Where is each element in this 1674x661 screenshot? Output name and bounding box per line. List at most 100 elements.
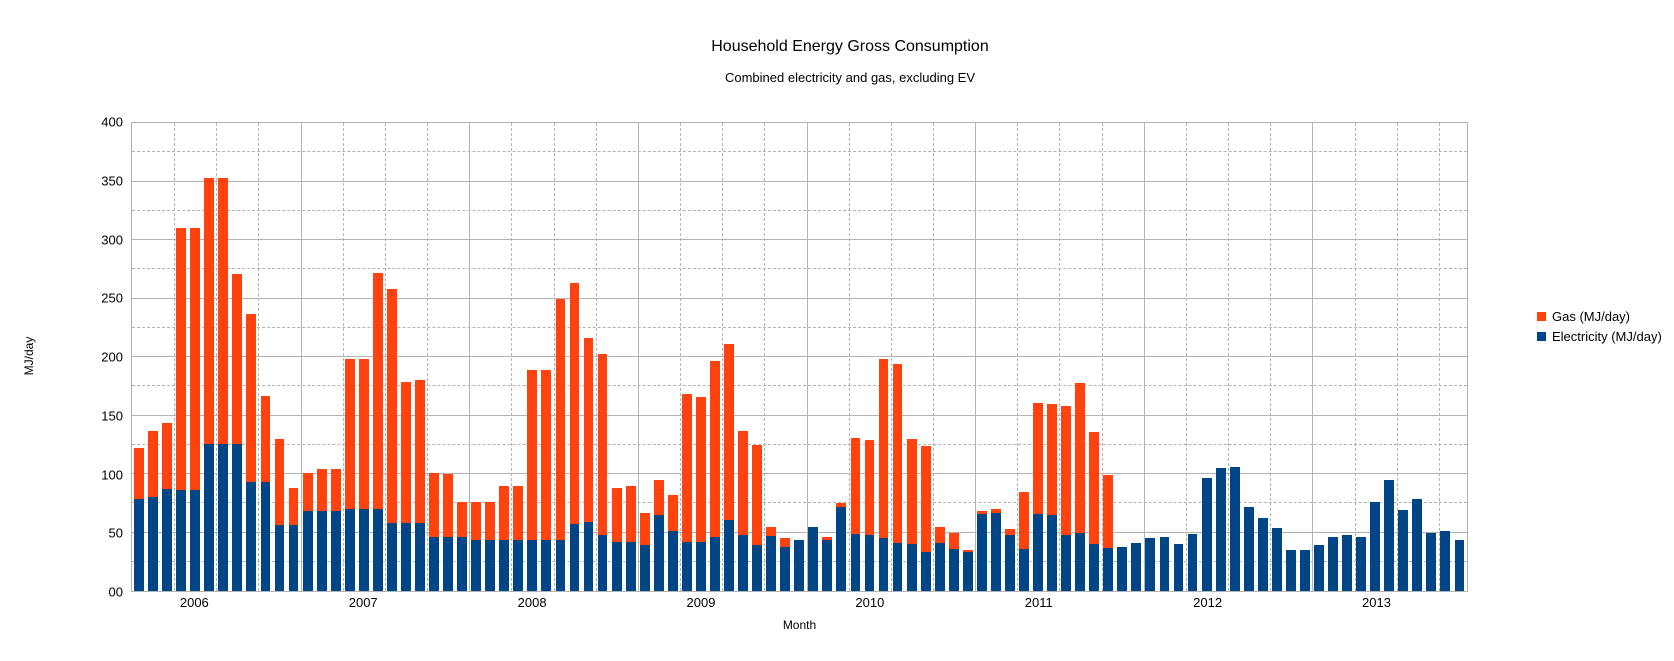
stacked-bar <box>794 123 805 591</box>
gas-segment <box>344 359 355 510</box>
electricity-segment <box>344 509 355 591</box>
bar-slot <box>132 123 146 591</box>
major-v-gridline <box>1312 123 1314 591</box>
stacked-bar <box>1089 123 1100 591</box>
gas-segment <box>822 537 833 540</box>
gas-segment <box>920 445 931 553</box>
minor-v-gridline <box>174 123 176 591</box>
minor-v-gridline <box>680 123 682 591</box>
electricity-segment <box>1300 550 1310 591</box>
minor-v-gridline <box>848 123 850 591</box>
chart-title: Household Energy Gross Consumption <box>711 38 989 55</box>
bar-slot <box>1326 123 1340 591</box>
minor-v-gridline <box>1270 123 1272 591</box>
bar-slot <box>666 123 680 591</box>
stacked-bar <box>204 123 215 591</box>
stacked-bar <box>1257 123 1268 591</box>
bar-slot <box>1045 123 1059 591</box>
gas-segment <box>892 364 903 544</box>
bar-slot <box>160 123 174 591</box>
electricity-segment <box>485 539 496 591</box>
electricity-segment <box>1103 547 1114 591</box>
stacked-bar <box>1145 123 1156 591</box>
stacked-bar <box>1285 123 1296 591</box>
y-tick-label: 100 <box>101 467 123 482</box>
electricity-segment <box>850 533 861 591</box>
stacked-bar <box>878 123 889 591</box>
bar-slot <box>750 123 764 591</box>
minor-v-gridline <box>1396 123 1398 591</box>
stacked-bar <box>1201 123 1212 591</box>
bar-slot <box>1242 123 1256 591</box>
stacked-bar <box>1033 123 1043 591</box>
electricity-segment <box>1019 548 1029 591</box>
gas-segment <box>864 440 875 535</box>
stacked-bar <box>344 123 355 591</box>
minor-v-gridline <box>553 123 555 591</box>
minor-v-gridline <box>1059 123 1061 591</box>
bar-slot <box>862 123 876 591</box>
electricity-segment <box>316 511 327 591</box>
gas-segment <box>471 502 482 540</box>
electricity-segment <box>878 538 889 591</box>
stacked-bar <box>906 123 917 591</box>
bar-slot <box>891 123 905 591</box>
electricity-segment <box>134 498 144 591</box>
electricity-segment <box>794 539 805 591</box>
bar-slot <box>1101 123 1115 591</box>
bar-slot <box>441 123 455 591</box>
electricity-segment <box>1159 537 1170 591</box>
minor-v-gridline <box>595 123 597 591</box>
bar-slot <box>469 123 483 591</box>
bars-row <box>132 123 1467 591</box>
stacked-bar <box>1328 123 1338 591</box>
electricity-segment <box>920 552 931 591</box>
x-year-label: 2009 <box>686 595 716 610</box>
stacked-bar <box>1384 123 1395 591</box>
electricity-segment <box>1412 498 1423 591</box>
bar-slot <box>1115 123 1129 591</box>
stacked-bar <box>653 123 664 591</box>
stacked-bar <box>962 123 973 591</box>
gas-segment <box>232 273 243 444</box>
electricity-segment <box>232 443 243 591</box>
bar-slot <box>736 123 750 591</box>
stacked-bar <box>162 123 173 591</box>
bar-slot <box>1157 123 1171 591</box>
stacked-bar <box>260 123 271 591</box>
stacked-bar <box>471 123 482 591</box>
bar-slot <box>708 123 722 591</box>
bar-slot <box>385 123 399 591</box>
electricity-segment <box>1061 534 1072 591</box>
electricity-segment <box>1454 539 1465 591</box>
stacked-bar <box>134 123 144 591</box>
gas-segment <box>1089 431 1100 545</box>
gas-segment <box>681 394 692 542</box>
stacked-bar <box>1061 123 1072 591</box>
electricity-series-swatch-icon <box>1537 331 1546 341</box>
bar-slot <box>244 123 258 591</box>
bar-slot <box>188 123 202 591</box>
bar-slot <box>680 123 694 591</box>
electricity-segment <box>527 539 538 591</box>
electricity-segment <box>1257 518 1268 591</box>
stacked-bar <box>597 123 608 591</box>
electricity-segment <box>625 541 636 591</box>
bar-slot <box>1382 123 1396 591</box>
stacked-bar <box>738 123 748 591</box>
gas-segment <box>569 283 580 525</box>
bar-slot <box>1059 123 1073 591</box>
stacked-bar <box>1005 123 1015 591</box>
bar-slot <box>272 123 286 591</box>
gas-segment <box>415 380 425 524</box>
stacked-bar <box>274 123 285 591</box>
gas-segment <box>260 395 271 483</box>
electricity-segment <box>1215 468 1226 591</box>
electricity-segment <box>499 539 510 591</box>
electricity-segment <box>162 489 173 591</box>
gas-segment <box>148 430 158 498</box>
electricity-segment <box>513 539 524 591</box>
gas-segment <box>246 313 257 483</box>
bar-slot <box>947 123 961 591</box>
bar-slot <box>1256 123 1270 591</box>
